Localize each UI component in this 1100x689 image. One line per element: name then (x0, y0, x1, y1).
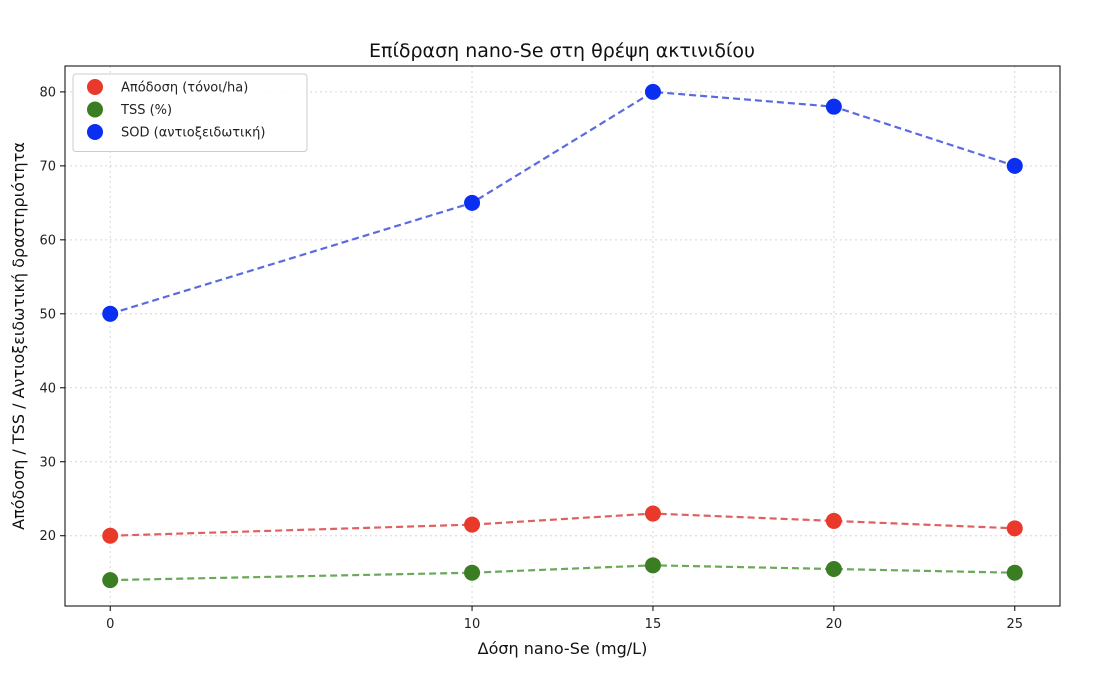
data-point (102, 527, 119, 544)
plot-frame (64, 65, 1061, 607)
legend-label: SOD (αντιοξειδωτική) (121, 126, 265, 141)
data-point (644, 557, 661, 574)
y-tick-label: 20 (39, 529, 56, 544)
grid (65, 66, 1060, 606)
legend-item: TSS (%) (87, 101, 172, 118)
series-2 (102, 557, 1023, 589)
y-tick-label: 40 (39, 381, 56, 396)
legend-label: TSS (%) (120, 103, 172, 118)
y-tick-label: 50 (39, 307, 56, 322)
data-point (1006, 564, 1023, 581)
x-tick-label: 20 (826, 617, 843, 632)
data-point (464, 516, 481, 533)
axis-ticks: 0 10 15 20 25 20 30 40 50 60 70 80 (39, 85, 1023, 632)
legend-marker (87, 101, 103, 118)
legend: Απόδοση (τόνοι/ha) TSS (%) SOD (αντιοξειδω… (72, 73, 308, 152)
legend-marker (87, 124, 103, 140)
legend-item: Απόδοση (τόνοι/ha) (87, 79, 248, 96)
series-line (110, 564, 1015, 582)
y-axis-title: Απόδοση / TSS / Αντιοξειδωτική δραστηριό… (9, 142, 28, 530)
data-point (1006, 157, 1023, 174)
series-1 (102, 505, 1023, 544)
data-point (825, 561, 842, 578)
legend-box (72, 73, 308, 152)
data-point (825, 512, 842, 529)
x-tick-label: 25 (1006, 617, 1023, 632)
data-point (644, 83, 661, 100)
data-point (464, 194, 481, 211)
data-point (464, 564, 481, 581)
series-line (110, 512, 1015, 537)
x-tick-label: 10 (464, 617, 481, 632)
series-3 (102, 83, 1023, 322)
data-point (102, 572, 119, 589)
data-point (825, 98, 842, 115)
series-layer (102, 83, 1023, 589)
x-axis-title: Δόση nano-Se (mg/L) (478, 639, 648, 658)
legend-item: SOD (αντιοξειδωτική) (87, 124, 265, 141)
data-point (1006, 520, 1023, 537)
y-tick-label: 70 (39, 159, 56, 174)
y-tick-label: 30 (39, 455, 56, 470)
chart-title: Επίδραση nano-Se στη θρέψη ακτινιδίου (369, 40, 755, 62)
x-tick-label: 15 (645, 617, 662, 632)
y-tick-label: 80 (39, 85, 56, 100)
data-point (644, 505, 661, 522)
y-tick-label: 60 (39, 233, 56, 248)
legend-marker (87, 79, 103, 95)
data-point (102, 305, 119, 322)
x-tick-label: 0 (106, 617, 114, 632)
legend-label: Απόδοση (τόνοι/ha) (121, 81, 248, 96)
